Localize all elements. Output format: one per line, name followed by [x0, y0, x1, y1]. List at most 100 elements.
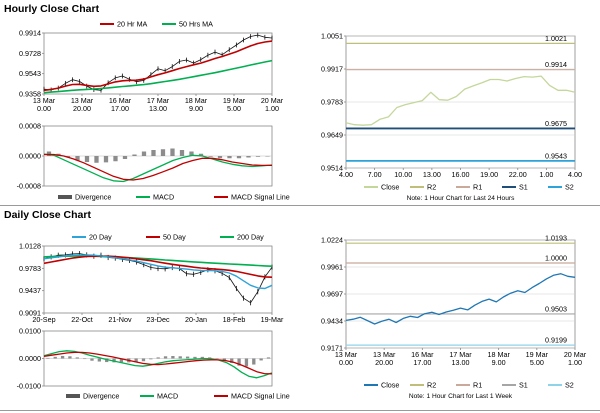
hourly-macd-divergence-bar — [160, 149, 166, 156]
hourly-price-xtick: 13 Mar — [33, 96, 56, 105]
hourly-macd-divergence-bar — [255, 156, 261, 157]
hourly-levels-legend-label: S1 — [519, 183, 528, 192]
hourly-price-ytick: 0.9543 — [19, 69, 41, 78]
hourly-macd-divergence-bar — [179, 150, 185, 156]
daily-macd-divergence-bar — [215, 358, 219, 359]
hourly-levels-level-r2-label: 1.0021 — [545, 34, 567, 43]
hourly-levels-xtick: 4.00 — [339, 170, 353, 179]
hourly-macd-legend-swatch — [58, 195, 72, 199]
hourly-price-xtick: 5.00 — [227, 104, 241, 113]
hourly-price-20hr-ma-line — [43, 40, 273, 92]
daily-macd-divergence-bar — [252, 358, 256, 365]
hourly-levels-xtick: 1.00 — [539, 170, 553, 179]
daily-price-50day-line — [43, 255, 273, 278]
daily-levels-legend-label: R2 — [427, 381, 436, 390]
daily-levels-note: Note: 1 Hour Chart for Last 1 Week — [409, 393, 513, 400]
hourly-macd-divergence-bar — [189, 151, 194, 156]
daily-macd-legend-label: MACD Signal Line — [231, 392, 290, 401]
divider-bottom — [0, 410, 600, 411]
daily-price-close-line — [43, 253, 273, 304]
hourly-price-close-line — [43, 34, 273, 91]
daily-macd-divergence-bar — [134, 358, 138, 363]
hourly-levels-xtick: 4.00 — [568, 170, 582, 179]
daily-price-xtick: 20-Sep — [32, 315, 55, 324]
daily-macd-ytick: 0.0100 — [19, 327, 41, 336]
daily-macd-divergence-bar — [171, 356, 175, 359]
daily-macd-divergence-bar — [237, 358, 241, 366]
daily-levels-level-r2-label: 1.0193 — [545, 234, 567, 243]
hourly-price-xtick: 16 Mar — [109, 96, 132, 105]
daily-macd-ytick: 0.0000 — [19, 354, 41, 363]
daily-macd-divergence-bar — [266, 357, 271, 359]
daily-levels-level-s1-label: 0.9503 — [545, 304, 567, 313]
hourly-levels-legend-label: Close — [381, 183, 399, 192]
daily-levels-xtick: 1.00 — [568, 358, 582, 367]
hourly-levels-ytick: 0.9917 — [321, 65, 343, 74]
daily-macd-legend-swatch — [66, 394, 80, 398]
daily-macd-divergence-bar — [53, 356, 57, 359]
daily-macd-signal-line — [43, 351, 273, 375]
daily-macd-divergence-bar — [105, 358, 109, 363]
daily-levels-xtick: 13 Mar — [373, 350, 396, 359]
hourly-price-xtick: 9.00 — [189, 104, 203, 113]
hourly-macd-divergence-bar — [236, 156, 242, 159]
daily-macd-divergence-bar — [141, 358, 146, 362]
hourly-macd-divergence-bar — [113, 156, 118, 162]
daily-levels-ytick: 0.9434 — [321, 317, 343, 326]
daily-macd-divergence-bar — [185, 356, 190, 359]
daily-price-xtick: 22-Oct — [71, 315, 93, 324]
hourly-macd-legend-label: MACD — [153, 193, 174, 202]
daily-macd-ytick: -0.0100 — [17, 382, 41, 391]
daily-macd-divergence-bar — [178, 356, 182, 359]
daily-macd-divergence-bar — [90, 358, 94, 361]
hourly-levels-close-line — [345, 75, 576, 126]
daily-macd-divergence-bar — [163, 356, 168, 359]
daily-levels-xtick: 13 Mar — [335, 350, 358, 359]
daily-price-20day-line — [43, 254, 273, 290]
hourly-levels-level-s1-label: 0.9675 — [545, 119, 567, 128]
hourly-price-legend-label: 20 Hr MA — [117, 20, 148, 29]
hourly-levels-xtick: 19.00 — [480, 170, 498, 179]
hourly-macd-ytick: -0.0008 — [17, 182, 41, 191]
hourly-macd-divergence-bar — [208, 156, 213, 157]
hourly-price-ytick: 0.9358 — [19, 90, 41, 99]
hourly-macd-signal-line — [44, 153, 272, 181]
daily-levels-xtick: 20 Mar — [564, 350, 587, 359]
daily-price-legend-label: 200 Day — [237, 233, 264, 242]
hourly-macd-divergence-bar — [170, 148, 175, 156]
hourly-macd-ytick: 0.0008 — [19, 122, 41, 131]
daily-levels-legend-label: S1 — [519, 381, 528, 390]
divider-top — [0, 205, 600, 206]
hourly-macd-divergence-bar — [132, 154, 137, 156]
daily-levels-xtick: 20.00 — [375, 358, 393, 367]
daily-levels-legend-label: Close — [381, 381, 399, 390]
hourly-macd-divergence-bar — [141, 151, 147, 156]
daily-levels-xtick: 17 Mar — [449, 350, 472, 359]
hourly-macd-divergence-bar — [103, 156, 109, 163]
daily-macd-divergence-bar — [193, 356, 197, 359]
hourly-macd-divergence-bar — [46, 151, 52, 156]
hourly-levels-legend-label: R1 — [473, 183, 482, 192]
daily-macd-divergence-bar — [222, 358, 227, 361]
hourly-section-title: Hourly Close Chart — [4, 3, 100, 15]
hourly-price-xtick: 13.00 — [149, 104, 167, 113]
daily-levels-xtick: 17.00 — [413, 358, 431, 367]
daily-levels-xtick: 5.00 — [530, 358, 544, 367]
hourly-levels-ytick: 0.9783 — [321, 98, 343, 107]
daily-macd-divergence-bar — [119, 358, 124, 363]
daily-macd-divergence-bar — [75, 357, 79, 359]
daily-price-xtick: 19-Mar — [261, 315, 284, 324]
daily-price-xtick: 23-Dec — [146, 315, 170, 324]
daily-macd-legend-label: MACD — [157, 392, 178, 401]
daily-macd-divergence-bar — [149, 358, 153, 360]
daily-macd-divergence-bar — [156, 357, 160, 359]
daily-macd-divergence-bar — [60, 356, 65, 359]
hourly-price-xtick: 17.00 — [111, 104, 129, 113]
hourly-macd-divergence-bar — [84, 156, 90, 162]
daily-macd-divergence-bar — [46, 357, 50, 359]
daily-macd-divergence-bar — [200, 356, 204, 359]
hourly-price-ytick: 0.9914 — [19, 29, 41, 38]
hourly-levels-ytick: 1.0051 — [321, 32, 343, 41]
daily-price-xtick: 18-Feb — [223, 315, 246, 324]
